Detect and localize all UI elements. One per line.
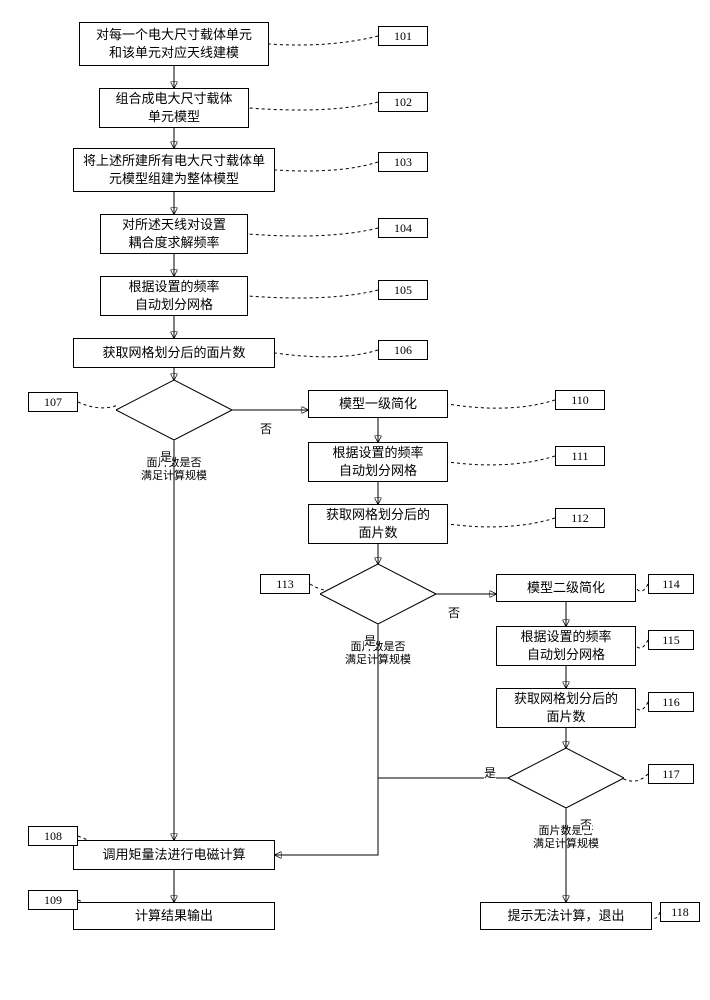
text: 将上述所建所有电大尺寸载体单元模型组建为整体模型 <box>83 152 265 187</box>
edge-107-yes: 是 <box>160 448 172 465</box>
step-114: 模型二级简化 <box>496 574 636 602</box>
label-116: 116 <box>648 692 694 712</box>
label-107: 107 <box>28 392 78 412</box>
text: 面片数是否满足计算规模 <box>345 641 411 667</box>
step-115: 根据设置的频率自动划分网格 <box>496 626 636 666</box>
step-108: 调用矩量法进行电磁计算 <box>73 840 275 870</box>
step-103: 将上述所建所有电大尺寸载体单元模型组建为整体模型 <box>73 148 275 192</box>
step-104: 对所述天线对设置耦合度求解频率 <box>100 214 248 254</box>
text: 计算结果输出 <box>135 907 213 925</box>
label-101: 101 <box>378 26 428 46</box>
edge-113-yes: 是 <box>364 632 376 649</box>
label-118: 118 <box>660 902 700 922</box>
label-102: 102 <box>378 92 428 112</box>
text: 面片数是否满足计算规模 <box>141 457 207 483</box>
edge-113-no: 否 <box>448 604 460 621</box>
step-111: 根据设置的频率自动划分网格 <box>308 442 448 482</box>
step-106: 获取网格划分后的面片数 <box>73 338 275 368</box>
text: 获取网格划分后的面片数 <box>514 690 618 725</box>
edge-107-no: 否 <box>260 420 272 437</box>
step-109: 计算结果输出 <box>73 902 275 930</box>
label-110: 110 <box>555 390 605 410</box>
text: 根据设置的频率自动划分网格 <box>128 278 219 313</box>
step-105: 根据设置的频率自动划分网格 <box>100 276 248 316</box>
decision-117: 面片数是否满足计算规模 <box>508 748 624 808</box>
label-109: 109 <box>28 890 78 910</box>
decision-113: 面片数是否满足计算规模 <box>320 564 436 624</box>
label-108: 108 <box>28 826 78 846</box>
label-104: 104 <box>378 218 428 238</box>
text: 获取网格划分后的面片数 <box>102 344 245 362</box>
edge-117-yes: 是 <box>484 764 496 781</box>
label-117: 117 <box>648 764 694 784</box>
text: 获取网格划分后的面片数 <box>326 506 430 541</box>
edge-117-no: 否 <box>580 816 592 833</box>
label-112: 112 <box>555 508 605 528</box>
text: 调用矩量法进行电磁计算 <box>102 846 245 864</box>
decision-107: 面片数是否满足计算规模 <box>116 380 232 440</box>
step-102: 组合成电大尺寸载体单元模型 <box>99 88 249 128</box>
step-116: 获取网格划分后的面片数 <box>496 688 636 728</box>
label-106: 106 <box>378 340 428 360</box>
text: 模型二级简化 <box>527 579 605 597</box>
text: 提示无法计算，退出 <box>507 907 624 925</box>
label-105: 105 <box>378 280 428 300</box>
step-112: 获取网格划分后的面片数 <box>308 504 448 544</box>
text: 对所述天线对设置耦合度求解频率 <box>122 216 226 251</box>
text: 对每一个电大尺寸载体单元和该单元对应天线建模 <box>96 26 252 61</box>
text: 组合成电大尺寸载体单元模型 <box>115 90 232 125</box>
flowchart-canvas: 对每一个电大尺寸载体单元和该单元对应天线建模 组合成电大尺寸载体单元模型 将上述… <box>0 0 710 1000</box>
step-118: 提示无法计算，退出 <box>480 902 652 930</box>
label-111: 111 <box>555 446 605 466</box>
step-101: 对每一个电大尺寸载体单元和该单元对应天线建模 <box>79 22 269 66</box>
text: 模型一级简化 <box>339 395 417 413</box>
label-115: 115 <box>648 630 694 650</box>
step-110: 模型一级简化 <box>308 390 448 418</box>
text: 根据设置的频率自动划分网格 <box>332 444 423 479</box>
label-114: 114 <box>648 574 694 594</box>
label-103: 103 <box>378 152 428 172</box>
label-113: 113 <box>260 574 310 594</box>
text: 根据设置的频率自动划分网格 <box>520 628 611 663</box>
